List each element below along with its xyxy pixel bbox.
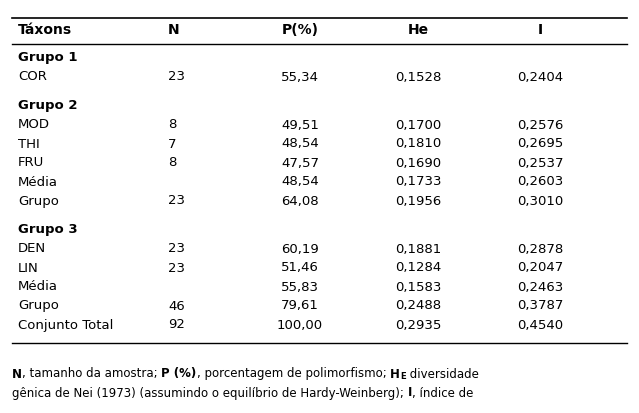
Text: 0,3010: 0,3010 xyxy=(517,195,563,207)
Text: 55,34: 55,34 xyxy=(281,71,319,83)
Text: THI: THI xyxy=(18,138,40,150)
Text: 23: 23 xyxy=(168,195,185,207)
Text: P (%): P (%) xyxy=(162,368,197,380)
Text: 55,83: 55,83 xyxy=(281,280,319,294)
Text: N: N xyxy=(168,23,180,37)
Text: N: N xyxy=(12,368,22,380)
Text: 48,54: 48,54 xyxy=(281,176,319,188)
Text: 0,1881: 0,1881 xyxy=(395,242,441,256)
Text: 92: 92 xyxy=(168,318,185,332)
Text: 0,2463: 0,2463 xyxy=(517,280,563,294)
Text: H: H xyxy=(390,368,400,380)
Text: 0,2878: 0,2878 xyxy=(517,242,563,256)
Text: 0,2603: 0,2603 xyxy=(517,176,563,188)
Text: He: He xyxy=(408,23,429,37)
Text: 0,1284: 0,1284 xyxy=(395,261,441,275)
Text: 0,1528: 0,1528 xyxy=(395,71,441,83)
Text: 0,2695: 0,2695 xyxy=(517,138,563,150)
Text: 47,57: 47,57 xyxy=(281,157,319,169)
Text: 0,2935: 0,2935 xyxy=(395,318,441,332)
Text: Grupo: Grupo xyxy=(18,299,59,313)
Text: 0,1690: 0,1690 xyxy=(395,157,441,169)
Text: LIN: LIN xyxy=(18,261,39,275)
Text: 46: 46 xyxy=(168,299,185,313)
Text: 8: 8 xyxy=(168,119,176,131)
Text: 0,2537: 0,2537 xyxy=(517,157,563,169)
Text: 51,46: 51,46 xyxy=(281,261,319,275)
Text: 23: 23 xyxy=(168,71,185,83)
Text: MOD: MOD xyxy=(18,119,50,131)
Text: 0,1733: 0,1733 xyxy=(395,176,442,188)
Text: 23: 23 xyxy=(168,242,185,256)
Text: 0,1700: 0,1700 xyxy=(395,119,441,131)
Text: P(%): P(%) xyxy=(282,23,318,37)
Text: 79,61: 79,61 xyxy=(281,299,319,313)
Text: 7: 7 xyxy=(168,138,176,150)
Text: 64,08: 64,08 xyxy=(281,195,319,207)
Text: FRU: FRU xyxy=(18,157,44,169)
Text: 0,1810: 0,1810 xyxy=(395,138,441,150)
Text: 0,2047: 0,2047 xyxy=(517,261,563,275)
Text: 49,51: 49,51 xyxy=(281,119,319,131)
Text: 60,19: 60,19 xyxy=(281,242,319,256)
Text: 0,3787: 0,3787 xyxy=(517,299,563,313)
Text: Conjunto Total: Conjunto Total xyxy=(18,318,113,332)
Text: COR: COR xyxy=(18,71,47,83)
Text: 100,00: 100,00 xyxy=(277,318,323,332)
Text: Grupo: Grupo xyxy=(18,195,59,207)
Text: 23: 23 xyxy=(168,261,185,275)
Text: 0,2576: 0,2576 xyxy=(517,119,563,131)
Text: Grupo 1: Grupo 1 xyxy=(18,52,77,64)
Text: Média: Média xyxy=(18,176,58,188)
Text: E: E xyxy=(400,372,406,381)
Text: 0,2488: 0,2488 xyxy=(395,299,441,313)
Text: Táxons: Táxons xyxy=(18,23,72,37)
Text: diversidade: diversidade xyxy=(406,368,479,380)
Text: 48,54: 48,54 xyxy=(281,138,319,150)
Text: 0,2404: 0,2404 xyxy=(517,71,563,83)
Text: I: I xyxy=(537,23,543,37)
Text: 8: 8 xyxy=(168,157,176,169)
Text: , porcentagem de polimorfismo;: , porcentagem de polimorfismo; xyxy=(197,368,390,380)
Text: , índice de: , índice de xyxy=(412,387,473,399)
Text: I: I xyxy=(408,387,412,399)
Text: 0,1956: 0,1956 xyxy=(395,195,441,207)
Text: Grupo 2: Grupo 2 xyxy=(18,100,77,112)
Text: Média: Média xyxy=(18,280,58,294)
Text: DEN: DEN xyxy=(18,242,46,256)
Text: gênica de Nei (1973) (assumindo o equilíbrio de Hardy-Weinberg);: gênica de Nei (1973) (assumindo o equilí… xyxy=(12,387,408,399)
Text: 0,1583: 0,1583 xyxy=(395,280,441,294)
Text: 0,4540: 0,4540 xyxy=(517,318,563,332)
Text: Grupo 3: Grupo 3 xyxy=(18,223,77,237)
Text: , tamanho da amostra;: , tamanho da amostra; xyxy=(22,368,162,380)
